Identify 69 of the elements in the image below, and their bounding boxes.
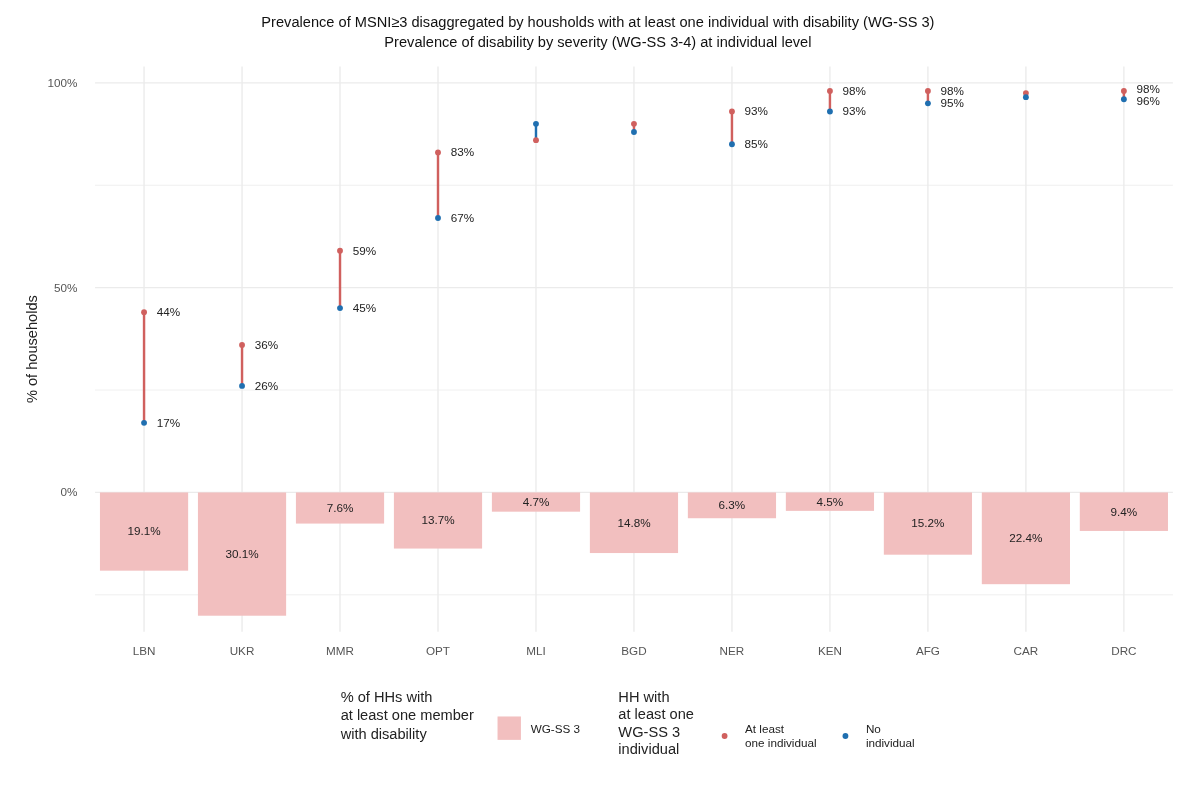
legend-title: % of HHs with at least one member with disability bbox=[339, 688, 474, 742]
data-label: 93% bbox=[744, 104, 769, 118]
y-tick-label: 0% bbox=[60, 485, 78, 499]
data-label: 14.8% bbox=[617, 515, 651, 529]
point bbox=[141, 419, 147, 426]
data-label: 85% bbox=[744, 137, 769, 151]
data-label: 95% bbox=[940, 96, 964, 110]
y-tick-label: 50% bbox=[54, 280, 78, 294]
x-tick-label: OPT bbox=[425, 644, 451, 658]
legend-label: At least one individual bbox=[745, 722, 817, 749]
data-label: 7.6% bbox=[326, 500, 354, 514]
point bbox=[239, 383, 245, 389]
data-label: 67% bbox=[450, 210, 475, 224]
x-tick-label: DRC bbox=[1111, 644, 1137, 658]
point bbox=[631, 129, 637, 135]
point bbox=[925, 100, 931, 107]
point bbox=[435, 215, 441, 221]
x-tick-label: MMR bbox=[326, 644, 354, 658]
point bbox=[337, 305, 343, 312]
legend-label: No individual bbox=[865, 722, 915, 749]
y-axis-title: % of households bbox=[23, 295, 40, 404]
x-tick-label: LBN bbox=[132, 644, 156, 658]
x-tick-label: KEN bbox=[817, 644, 842, 658]
chart-title: Prevalence of MSNI≥3 disaggregated by housholds with at least one individual with disability (WG-SS 3) bbox=[261, 14, 935, 31]
data-label: 6.3% bbox=[718, 498, 746, 512]
y-tick-label: 100% bbox=[47, 75, 78, 89]
legend-label: WG-SS 3 bbox=[530, 722, 581, 736]
data-label: 98% bbox=[842, 83, 867, 97]
data-label: 13.7% bbox=[421, 513, 455, 527]
data-label: 30.1% bbox=[225, 546, 259, 560]
data-label: 59% bbox=[352, 243, 377, 257]
x-tick-label: UKR bbox=[229, 644, 255, 658]
chart-subtitle: Prevalence of disability by severity (WG-SS 3-4) at individual level bbox=[384, 33, 812, 50]
point bbox=[827, 88, 833, 94]
data-label: 19.1% bbox=[127, 524, 161, 538]
point bbox=[1120, 96, 1127, 103]
data-label: 15.2% bbox=[911, 516, 945, 530]
data-label: 96% bbox=[1136, 94, 1160, 108]
point bbox=[1120, 88, 1127, 94]
point bbox=[337, 247, 343, 254]
point bbox=[435, 149, 441, 156]
data-label: 45% bbox=[352, 301, 377, 315]
point bbox=[729, 141, 735, 148]
x-tick-label: AFG bbox=[915, 644, 940, 658]
data-label: 44% bbox=[156, 305, 181, 319]
data-label: 9.4% bbox=[1110, 504, 1138, 518]
x-tick-label: CAR bbox=[1013, 644, 1039, 658]
data-label: 98% bbox=[940, 83, 964, 97]
data-label: 93% bbox=[842, 104, 867, 118]
data-label: 83% bbox=[450, 145, 475, 159]
x-tick-label: MLI bbox=[526, 644, 546, 658]
data-label: 36% bbox=[254, 337, 279, 351]
data-label: 17% bbox=[156, 415, 181, 429]
point bbox=[827, 108, 833, 115]
point bbox=[141, 309, 147, 316]
point bbox=[239, 342, 245, 348]
data-label: 22.4% bbox=[1009, 531, 1043, 545]
x-tick-label: NER bbox=[719, 644, 745, 658]
x-tick-label: BGD bbox=[621, 644, 647, 658]
data-label: 98% bbox=[1136, 81, 1160, 95]
data-label: 4.7% bbox=[522, 494, 550, 508]
text: HH with at least one WG-SS 3 individual bbox=[618, 688, 694, 758]
point bbox=[533, 120, 539, 127]
data-label: 26% bbox=[254, 378, 279, 392]
point bbox=[729, 108, 735, 115]
data-label: 4.5% bbox=[816, 494, 844, 508]
point bbox=[925, 88, 931, 94]
point bbox=[533, 137, 539, 144]
point bbox=[631, 120, 637, 127]
